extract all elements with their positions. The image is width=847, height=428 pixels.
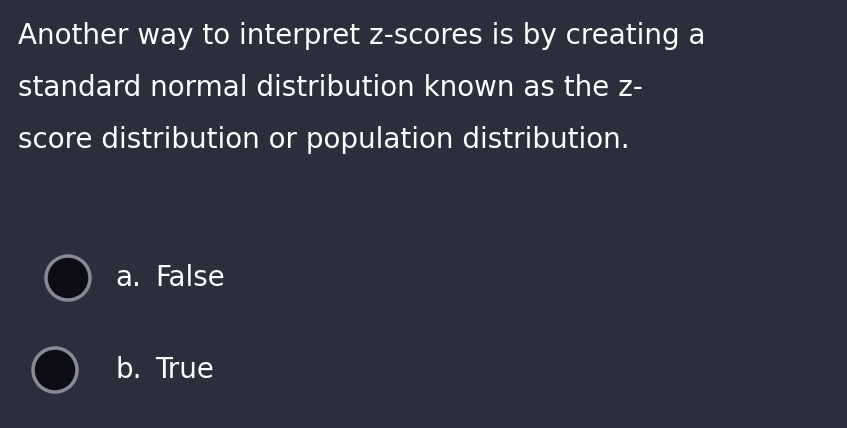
Text: score distribution or population distribution.: score distribution or population distrib… <box>18 126 629 154</box>
Circle shape <box>46 256 90 300</box>
Text: b.: b. <box>115 356 141 384</box>
Text: False: False <box>155 264 224 292</box>
Circle shape <box>33 348 77 392</box>
Text: a.: a. <box>115 264 141 292</box>
Text: Another way to interpret z-scores is by creating a: Another way to interpret z-scores is by … <box>18 22 706 50</box>
Text: standard normal distribution known as the z-: standard normal distribution known as th… <box>18 74 643 102</box>
Text: True: True <box>155 356 214 384</box>
